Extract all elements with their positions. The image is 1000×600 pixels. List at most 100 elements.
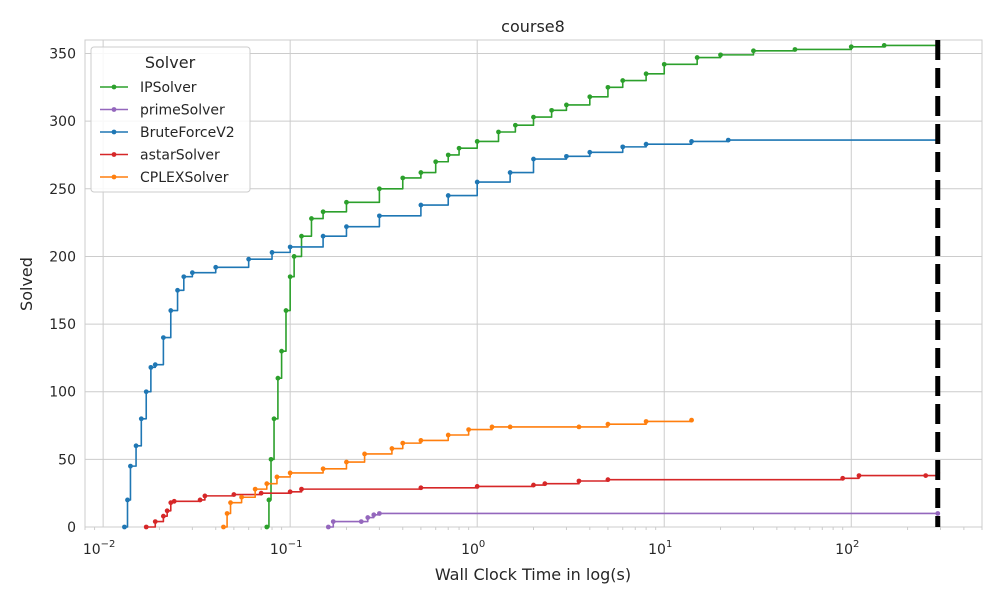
legend-items: IPSolver primeSolver BruteForceV2 astarSolv… — [100, 80, 235, 186]
data-point — [252, 486, 258, 492]
data-point — [400, 175, 406, 181]
data-point — [197, 497, 203, 503]
data-point — [228, 500, 233, 506]
data-point — [620, 78, 626, 83]
y-tick-label: 250 — [49, 182, 76, 198]
data-point — [164, 508, 170, 514]
data-point — [445, 193, 451, 198]
data-point — [474, 484, 480, 489]
legend-label: primeSolver — [140, 103, 225, 119]
legend-item-ipsolver: IPSolver — [100, 80, 197, 96]
data-point — [564, 102, 569, 108]
data-point — [466, 427, 472, 432]
x-axis-ticks: 10−2 10−1 100 101 102 — [83, 527, 983, 558]
x-tick-label: 101 — [648, 539, 672, 558]
data-point — [320, 466, 326, 472]
legend-item-cplexsolver: CPLEXSolver — [100, 170, 229, 186]
data-point — [309, 216, 314, 221]
data-point — [224, 511, 230, 516]
data-point — [376, 213, 382, 219]
series-astarsolver — [143, 470, 941, 530]
series-primesolver — [325, 511, 941, 530]
data-point — [264, 524, 270, 530]
legend-swatch-marker — [111, 174, 117, 180]
data-point — [160, 513, 166, 519]
data-point — [279, 348, 285, 354]
data-point — [160, 335, 166, 341]
data-point — [840, 475, 846, 481]
legend-swatch-marker — [111, 129, 117, 135]
data-point — [935, 511, 941, 516]
y-axis-label: Solved — [17, 257, 36, 311]
data-point — [531, 114, 536, 120]
legend: Solver IPSolver primeSolver BruteForceV2 as… — [90, 46, 251, 193]
data-point — [531, 482, 536, 488]
data-point — [128, 463, 133, 469]
data-point — [325, 524, 331, 530]
data-point — [221, 524, 226, 530]
data-point — [271, 416, 277, 422]
legend-swatch-marker — [111, 107, 117, 112]
legend-label: BruteForceV2 — [140, 125, 235, 141]
data-point — [689, 139, 694, 144]
data-point — [122, 524, 127, 530]
data-point — [362, 451, 367, 457]
data-point — [643, 141, 649, 147]
data-point — [474, 139, 480, 144]
data-point — [258, 490, 264, 496]
data-point — [168, 308, 174, 313]
data-point — [456, 145, 462, 151]
data-point — [268, 456, 274, 462]
data-point — [389, 446, 395, 451]
data-point — [923, 473, 929, 478]
legend-label: IPSolver — [140, 80, 197, 96]
data-point — [400, 440, 406, 446]
data-point — [344, 459, 349, 465]
data-point — [605, 421, 611, 427]
data-point — [587, 149, 593, 155]
data-point — [418, 170, 424, 175]
data-point — [620, 144, 626, 150]
data-point — [549, 107, 555, 113]
data-point — [542, 481, 548, 487]
data-point — [605, 477, 611, 483]
y-tick-label: 350 — [49, 47, 76, 63]
data-point — [689, 417, 694, 423]
y-tick-label: 50 — [58, 452, 76, 468]
y-tick-label: 300 — [49, 114, 76, 130]
data-point — [643, 419, 649, 424]
data-point — [344, 224, 349, 230]
legend-box — [90, 46, 251, 193]
data-point — [507, 170, 513, 175]
data-point — [365, 515, 371, 520]
legend-label: CPLEXSolver — [140, 170, 229, 186]
x-tick-label: 100 — [461, 539, 485, 558]
data-point — [299, 486, 304, 492]
data-point — [496, 129, 501, 135]
data-point — [138, 416, 144, 422]
y-tick-label: 150 — [49, 317, 76, 333]
data-point — [418, 202, 424, 208]
legend-item-primesolver: primeSolver — [100, 103, 225, 119]
data-point — [371, 512, 377, 518]
data-point — [299, 233, 304, 239]
legend-item-bruteforcev2: BruteForceV2 — [100, 125, 235, 141]
data-point — [848, 44, 854, 50]
series-line-ipsolver — [266, 44, 938, 528]
y-axis-ticks: 0 50 100 150 200 250 300 350 — [49, 47, 76, 536]
x-tick-label: 10−1 — [270, 539, 303, 558]
data-point — [576, 424, 582, 430]
series-ipsolver — [264, 43, 941, 530]
data-point — [418, 485, 424, 491]
data-point — [287, 470, 293, 476]
data-point — [269, 249, 275, 255]
data-point — [564, 153, 569, 159]
data-point — [143, 389, 149, 395]
series-bruteforcev2 — [122, 137, 941, 530]
x-tick-label: 102 — [835, 539, 859, 558]
data-point — [264, 481, 270, 487]
data-point — [320, 233, 326, 239]
data-point — [125, 497, 130, 503]
y-tick-label: 200 — [49, 249, 76, 265]
